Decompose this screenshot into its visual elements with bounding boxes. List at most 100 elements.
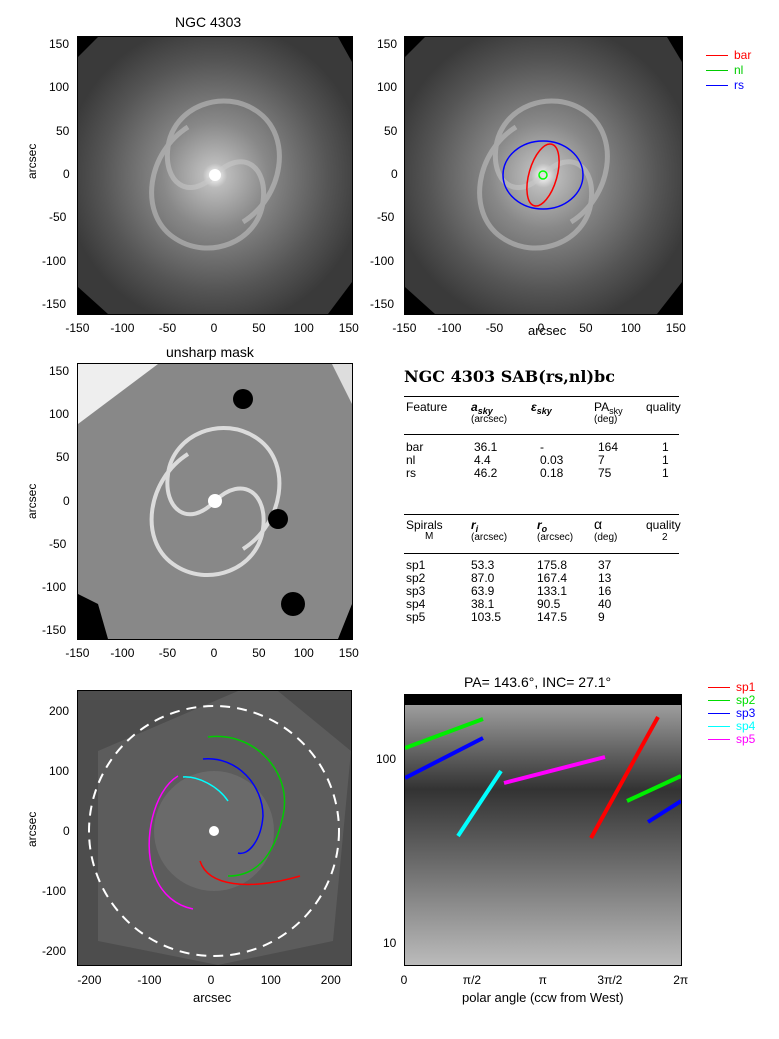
spiral-name: sp3 <box>406 584 426 598</box>
hdr-ro: ro <box>537 518 548 534</box>
spiral-ri: 53.3 <box>471 558 495 572</box>
legend-sp2: sp2 <box>708 693 755 707</box>
x-tick-label: π <box>538 973 547 987</box>
sp2-arc <box>207 735 286 877</box>
sp3-line-a <box>405 736 484 780</box>
table-title: NGC 4303 SAB(rs,nl)bc <box>404 367 615 386</box>
y-tick-label: 150 <box>49 364 70 378</box>
x-tick-label: 0 <box>400 973 408 987</box>
x-tick-label: -100 <box>437 321 462 335</box>
x-tick-label: -100 <box>110 646 135 660</box>
legend-sp5: sp5 <box>708 732 755 746</box>
y-tick-label: 50 <box>56 123 70 138</box>
hdr-ri-unit: (arcsec) <box>471 532 508 543</box>
y-tick-label: -50 <box>377 210 395 225</box>
spiral-ri: 87.0 <box>471 571 495 585</box>
y-tick-label: -100 <box>370 253 395 268</box>
feature-pa: 164 <box>598 440 619 454</box>
spiral-alpha: 40 <box>598 597 612 611</box>
spiral-ri: 103.5 <box>471 610 502 624</box>
table-rule <box>404 514 679 515</box>
hdr-pa: PAsky <box>594 400 623 416</box>
hdr-a-unit: (arcsec) <box>471 414 508 425</box>
feature-a: 36.1 <box>474 440 498 454</box>
spiral-name: sp1 <box>406 558 426 572</box>
x-tick-label: 0 <box>537 321 545 335</box>
sp1-arc <box>199 860 301 886</box>
feature-name: rs <box>406 466 416 480</box>
legend-sp1: sp1 <box>708 680 755 694</box>
feature-a: 46.2 <box>474 466 498 480</box>
x-tick-label: -50 <box>485 321 504 335</box>
polar-angle-plot <box>404 694 682 966</box>
sp4-line <box>456 769 503 838</box>
bar-ellipse <box>526 143 560 207</box>
y-tick-label: -50 <box>49 210 67 225</box>
spiral-name: sp5 <box>406 610 426 624</box>
hdr-quality2-val: 2 <box>662 532 668 543</box>
polar-x-label: polar angle (ccw from West) <box>462 990 624 1005</box>
polar-title: PA= 143.6°, INC= 27.1° <box>464 674 612 690</box>
legend-swatch <box>708 739 730 741</box>
y-axis-label-bottom: arcsec <box>25 811 39 847</box>
hdr-ri: ri <box>471 518 479 534</box>
x-tick-label: 0 <box>207 973 215 987</box>
legend-bar: bar <box>706 48 751 62</box>
y-tick-label: 50 <box>56 450 70 465</box>
x-tick-label: -50 <box>158 321 177 335</box>
x-tick-label: -150 <box>65 646 90 660</box>
panel-title-galaxy: NGC 4303 <box>175 14 242 30</box>
x-tick-label: -100 <box>110 321 135 335</box>
x-tick-label: 150 <box>665 321 686 335</box>
x-tick-label: 150 <box>338 646 359 660</box>
feature-eps: - <box>540 440 544 454</box>
y-tick-label: 100 <box>49 407 70 422</box>
feature-quality: 1 <box>662 466 669 480</box>
nl-ellipse <box>538 170 548 180</box>
y-tick-label: 0 <box>63 167 70 181</box>
sp2-line-a <box>405 717 484 750</box>
legend-label: sp1 <box>736 680 756 694</box>
sp5-line <box>503 755 606 785</box>
rs-ellipse <box>502 140 584 210</box>
table-rule <box>404 396 679 397</box>
y-tick-label: 0 <box>63 824 70 838</box>
legend-label: sp4 <box>736 719 756 733</box>
x-tick-label: 150 <box>338 321 359 335</box>
spiral-ri: 63.9 <box>471 584 495 598</box>
x-tick-label: 0 <box>210 321 218 335</box>
y-tick-label: 10 <box>383 936 397 950</box>
y-tick-label: -100 <box>42 884 67 898</box>
legend-swatch <box>708 713 730 715</box>
legend-swatch <box>708 726 730 728</box>
feature-quality: 1 <box>662 453 669 467</box>
y-axis-label: arcsec <box>25 143 39 179</box>
sp5-arc <box>148 775 194 910</box>
spiral-ri: 38.1 <box>471 597 495 611</box>
spiral-name: sp4 <box>406 597 426 611</box>
y-tick-label: -200 <box>42 944 67 958</box>
x-tick-label: 0 <box>210 646 218 660</box>
y-tick-label: 50 <box>384 123 398 138</box>
x-tick-label: 100 <box>293 321 314 335</box>
table-rule <box>404 434 679 435</box>
legend-sp4: sp4 <box>708 719 755 733</box>
x-tick-label: 200 <box>320 973 341 987</box>
unsharp-mask-image <box>77 363 353 640</box>
hdr-a: asky <box>471 400 493 416</box>
galaxy-image <box>77 36 353 315</box>
hdr-eps: εsky <box>531 400 552 416</box>
table-rule <box>404 553 679 554</box>
y-tick-label: -100 <box>42 579 67 594</box>
hdr-m: M <box>425 531 434 542</box>
spiral-alpha: 37 <box>598 558 612 572</box>
feature-quality: 1 <box>662 440 669 454</box>
legend-label: sp5 <box>736 732 756 746</box>
legend-label: sp2 <box>736 693 756 707</box>
spiral-alpha: 9 <box>598 610 605 624</box>
hdr-feature: Feature <box>406 400 448 414</box>
galaxy-spirals-image <box>77 690 352 966</box>
y-tick-label: 100 <box>377 80 398 95</box>
y-tick-label: -100 <box>42 253 67 268</box>
spiral-ro: 175.8 <box>537 558 568 572</box>
